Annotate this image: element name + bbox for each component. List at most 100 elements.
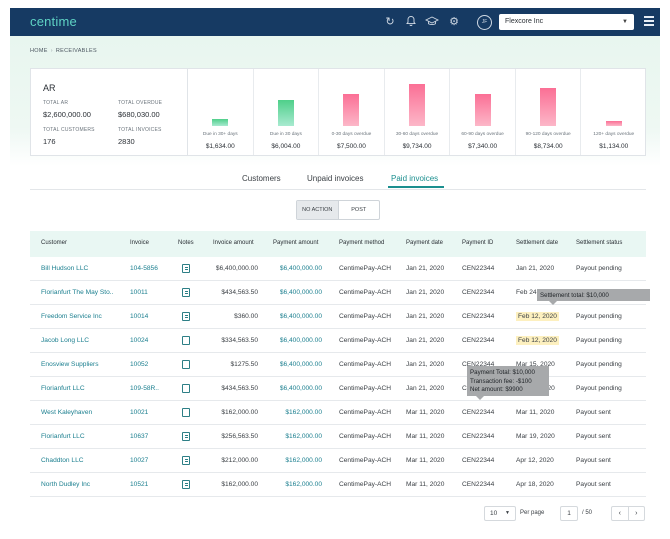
table-row[interactable]: West Kaleyhaven 10021 $162,000.00 $162,000.…	[30, 401, 646, 425]
previous-page-button[interactable]: ‹	[612, 507, 629, 520]
table-row[interactable]: Enosview Suppliers 10052 $1275.50 $6,400,00…	[30, 353, 646, 377]
no-action-button[interactable]: NO ACTION	[297, 201, 339, 219]
table-row[interactable]: Jacob Long LLC 10024 $334,563.50 $6,400,000…	[30, 329, 646, 353]
gear-icon[interactable]: ⚙	[449, 16, 459, 28]
per-page-select[interactable]: 10 ▼	[484, 506, 516, 521]
aging-bucket[interactable]: 90-120 days overdue $8,734.00	[516, 69, 582, 155]
table-row[interactable]: Florianfurt LLC 109-58R.. $434,563.50 $6,40…	[30, 377, 646, 401]
next-page-button[interactable]: ›	[635, 510, 638, 517]
customer-link[interactable]: Florianfurt LLC	[41, 433, 85, 440]
invoice-link[interactable]: 10021	[130, 409, 148, 416]
payment-amount[interactable]: $162,000.00	[285, 433, 322, 440]
invoice-link[interactable]: 10027	[130, 457, 148, 464]
payment-amount[interactable]: $6,400,000.00	[280, 385, 322, 392]
payment-amount[interactable]: $162,000.00	[285, 481, 322, 488]
payment-date: Mar 11, 2020	[406, 481, 444, 488]
invoice-link[interactable]: 10521	[130, 481, 148, 488]
aging-bucket[interactable]: Due in 30 days $6,004.00	[254, 69, 320, 155]
invoice-link[interactable]: 109-58R..	[130, 385, 159, 392]
aging-bar	[540, 88, 557, 126]
column-header-customer[interactable]: Customer	[41, 240, 68, 246]
breadcrumb-home[interactable]: HOME	[30, 48, 48, 54]
payment-amount-text: $6,400,000.00	[279, 289, 322, 296]
menu-icon[interactable]	[644, 16, 654, 26]
column-header-invoice-amount[interactable]: Invoice amount	[213, 240, 254, 246]
aging-bucket[interactable]: 30-60 days overdue $9,734.00	[385, 69, 451, 155]
settlement-status: Payout pending	[576, 265, 622, 272]
aging-bucket[interactable]: 120+ days overdue $1,134.00	[581, 69, 646, 155]
aging-bucket-value: $1,134.00	[599, 143, 629, 150]
ar-title: AR	[43, 83, 56, 93]
sync-icon[interactable]: ↻	[385, 16, 395, 28]
table-row[interactable]: Florianfurt The May Sto.. 10011 $434,563.5…	[30, 281, 646, 305]
invoice-link-text: 10011	[130, 289, 148, 296]
tab-unpaid-invoices[interactable]: Unpaid invoices	[307, 174, 364, 183]
settlement-date: Mar 15, 2020	[516, 361, 555, 368]
customer-link[interactable]: Bill Hudson LLC	[41, 265, 88, 272]
customer-link[interactable]: Florianfurt The May Sto..	[41, 289, 113, 296]
note-icon[interactable]	[182, 456, 190, 465]
note-icon[interactable]	[182, 432, 190, 441]
settlement-status-text: Payout sent	[576, 457, 611, 464]
payment-amount[interactable]: $6,400,000.00	[280, 289, 322, 296]
payment-amount[interactable]: $6,400,000.00	[280, 337, 322, 344]
payment-amount[interactable]: $6,400,000.00	[280, 313, 322, 320]
invoice-link[interactable]: 10637	[130, 433, 148, 440]
note-icon[interactable]	[182, 384, 190, 393]
centime-logo[interactable]: centime	[30, 14, 77, 29]
tab-customers[interactable]: Customers	[242, 174, 281, 183]
invoice-amount-text: $334,563.50	[221, 337, 258, 344]
payment-amount[interactable]: $162,000.00	[285, 457, 322, 464]
note-icon[interactable]	[182, 312, 190, 321]
column-header-invoice[interactable]: Invoice	[130, 240, 150, 246]
table-row[interactable]: Bill Hudson LLC 104-5856 $6,400,000.00 $6,4…	[30, 257, 646, 281]
column-header-payment-date[interactable]: Payment date	[406, 240, 444, 246]
customer-link[interactable]: West Kaleyhaven	[41, 409, 92, 416]
column-header-settlement-date[interactable]: Settlement date	[516, 240, 559, 246]
table-row[interactable]: North Dudley Inc 10521 $162,000.00 $162,000…	[30, 473, 646, 497]
column-header-payment-amount[interactable]: Payment amount	[273, 240, 319, 246]
settlement-date-text: Feb 12, 2020	[516, 336, 559, 345]
aging-bucket-label: 120+ days overdue	[593, 132, 635, 137]
total-overdue-value: $680,030.00	[118, 110, 160, 119]
post-button[interactable]: POST	[351, 207, 367, 213]
payment-amount[interactable]: $162,000.00	[285, 409, 322, 416]
aging-bucket[interactable]: 0-30 days overdue $7,500.00	[319, 69, 385, 155]
table-row[interactable]: Chaddton LLC 10027 $212,000.00 $162,000.00 C…	[30, 449, 646, 473]
customer-link[interactable]: Freedom Service Inc	[41, 313, 102, 320]
note-icon[interactable]	[182, 288, 190, 297]
table-row[interactable]: Florianfurt LLC 10637 $256,563.50 $162,000.…	[30, 425, 646, 449]
page-number-input[interactable]: 1	[560, 506, 578, 521]
graduation-cap-icon[interactable]	[424, 15, 440, 29]
customer-link[interactable]: Florianfurt LLC	[41, 385, 85, 392]
column-header-payment-id[interactable]: Payment ID	[462, 240, 494, 246]
column-header-payment-method[interactable]: Payment method	[339, 240, 385, 246]
tab-paid-invoices[interactable]: Paid invoices	[391, 174, 439, 183]
customer-link[interactable]: North Dudley Inc	[41, 481, 90, 488]
invoice-link[interactable]: 104-5856	[130, 265, 158, 272]
customer-link[interactable]: Jacob Long LLC	[41, 337, 89, 344]
aging-bucket[interactable]: 60-90 days overdue $7,340.00	[450, 69, 516, 155]
aging-bucket[interactable]: Due in 30+ days $1,634.00	[188, 69, 254, 155]
bell-icon[interactable]	[404, 15, 418, 29]
column-header-settlement-status[interactable]: Settlement status	[576, 240, 623, 246]
payment-amount[interactable]: $6,400,000.00	[280, 265, 322, 272]
customer-link[interactable]: Enosview Suppliers	[41, 361, 99, 368]
invoice-link[interactable]: 10052	[130, 361, 148, 368]
customer-link[interactable]: Chaddton LLC	[41, 457, 84, 464]
table-row[interactable]: Freedom Service Inc 10014 $360.00 $6,400,00…	[30, 305, 646, 329]
note-icon[interactable]	[182, 336, 190, 345]
payment-amount[interactable]: $6,400,000.00	[280, 361, 322, 368]
invoice-link[interactable]: 10011	[130, 289, 148, 296]
invoice-link[interactable]: 10014	[130, 313, 148, 320]
note-icon[interactable]	[182, 264, 190, 273]
note-icon[interactable]	[182, 408, 190, 417]
settlement-status-text: Payout pending	[576, 313, 622, 320]
invoice-amount: $256,563.50	[221, 433, 258, 440]
avatar[interactable]: JF	[477, 15, 492, 30]
company-select[interactable]: Flexcore Inc ▼	[499, 14, 634, 30]
aging-bucket-value: $7,500.00	[336, 143, 366, 150]
note-icon[interactable]	[182, 360, 190, 369]
note-icon[interactable]	[182, 480, 190, 489]
invoice-link[interactable]: 10024	[130, 337, 148, 344]
